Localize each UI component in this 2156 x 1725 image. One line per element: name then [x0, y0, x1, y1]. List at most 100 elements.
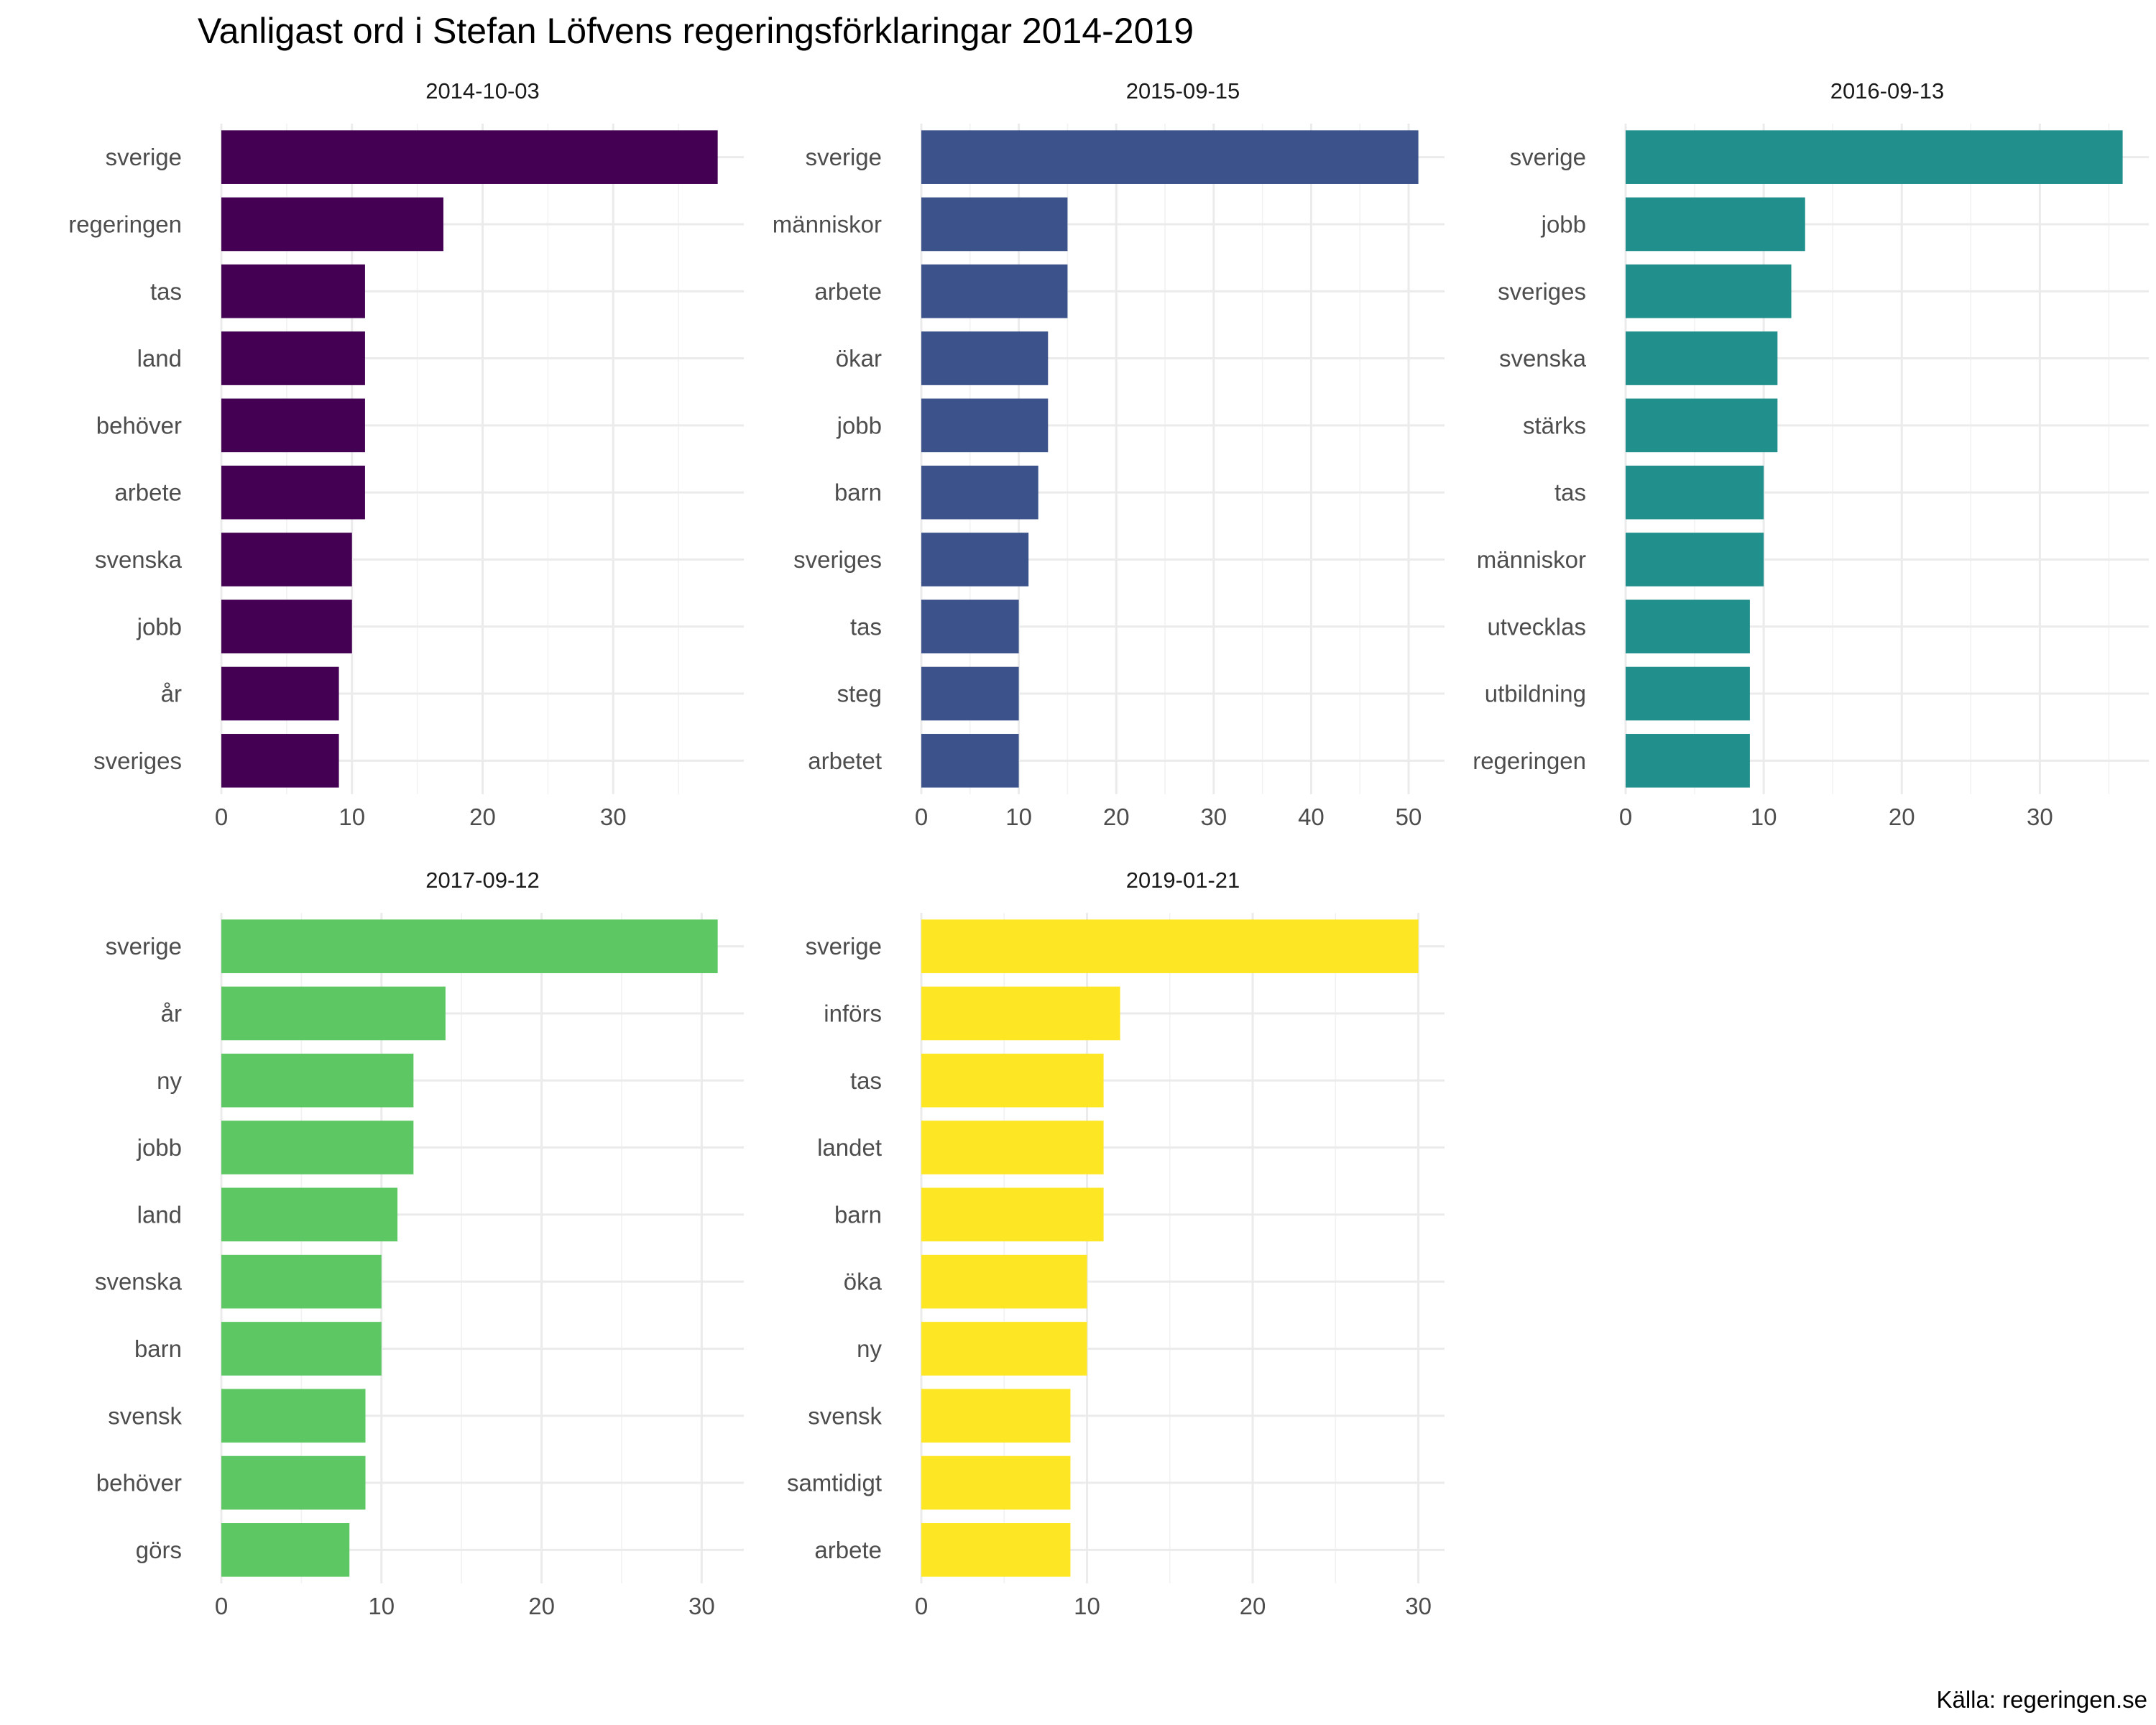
bar-barn	[921, 1187, 1104, 1242]
category-label: öka	[844, 1269, 883, 1295]
x-tick-label: 0	[1619, 804, 1632, 830]
category-label: människor	[773, 211, 882, 237]
chart-caption: Källa: regeringen.se	[1936, 1686, 2147, 1713]
x-tick-label: 10	[338, 804, 365, 830]
category-label: barn	[134, 1335, 182, 1362]
category-label: tas	[1554, 479, 1586, 506]
category-label: görs	[136, 1537, 182, 1563]
bar-jobb	[1626, 197, 1805, 252]
x-tick-label: 20	[1889, 804, 1915, 830]
facet-title: 2017-09-12	[425, 868, 540, 893]
x-tick-label: 40	[1298, 804, 1325, 830]
category-label: svenska	[1499, 345, 1587, 372]
bar-tas	[221, 264, 365, 318]
bar-sverige	[221, 919, 718, 973]
bar-svensk	[921, 1389, 1071, 1443]
category-label: stärks	[1523, 412, 1586, 438]
bar-sverige	[921, 919, 1419, 973]
bar-jobb	[221, 599, 352, 654]
x-tick-label: 10	[1074, 1593, 1100, 1619]
category-label: ökar	[836, 345, 882, 372]
bar-människor	[1626, 533, 1764, 586]
category-label: tas	[850, 1067, 882, 1094]
bar-regeringen	[221, 197, 443, 252]
chart-title: Vanligast ord i Stefan Löfvens regerings…	[198, 11, 1194, 51]
x-tick-label: 20	[469, 804, 496, 830]
x-tick-label: 50	[1396, 804, 1422, 830]
x-tick-label: 10	[1751, 804, 1777, 830]
x-tick-label: 20	[1240, 1593, 1266, 1619]
facet-panel-2016-09-13: sverige jobb sveriges svenska stärks tas männi…	[1473, 78, 2149, 830]
facet-title: 2015-09-15	[1126, 78, 1240, 104]
bar-sveriges	[921, 533, 1029, 586]
category-label: utbildning	[1485, 681, 1586, 707]
bar-arbete	[921, 264, 1068, 318]
bar-regeringen	[1626, 734, 1750, 788]
facet-panel-2014-10-03: sverige regeringen tas land behöver arbete sve…	[68, 78, 744, 830]
bar-ny	[921, 1322, 1087, 1376]
bar-människor	[921, 197, 1068, 252]
facet-panel-2019-01-21: sverige införs tas landet barn öka ny svensk sam…	[787, 868, 1445, 1619]
bar-arbete	[221, 465, 365, 520]
bar-stärks	[1626, 398, 1778, 453]
bar-behöver	[221, 1455, 366, 1510]
x-tick-label: 30	[2027, 804, 2053, 830]
bar-landet	[921, 1121, 1104, 1174]
bar-utbildning	[1626, 666, 1750, 721]
facet-title: 2019-01-21	[1126, 868, 1240, 893]
bar-barn	[921, 465, 1038, 520]
category-label: land	[137, 345, 182, 372]
category-label: svenska	[95, 1269, 183, 1295]
x-tick-label: 0	[915, 804, 928, 830]
category-label: införs	[824, 1000, 882, 1026]
bar-jobb	[921, 398, 1049, 453]
category-label: behöver	[96, 1470, 182, 1496]
bar-tas	[921, 1053, 1104, 1108]
bar-år	[221, 986, 446, 1041]
bar-ny	[221, 1053, 414, 1108]
bar-steg	[921, 666, 1019, 721]
category-label: svenska	[95, 546, 183, 573]
category-label: land	[137, 1201, 182, 1228]
bar-samtidigt	[921, 1455, 1071, 1510]
category-label: sverige	[806, 144, 882, 170]
bar-behöver	[221, 398, 365, 453]
category-label: steg	[837, 681, 882, 707]
category-label: tas	[150, 278, 182, 305]
category-label: utvecklas	[1487, 613, 1586, 640]
bar-land	[221, 1187, 398, 1242]
category-label: tas	[850, 613, 882, 640]
category-label: jobb	[137, 1134, 182, 1161]
bar-sverige	[921, 130, 1419, 184]
category-label: jobb	[137, 613, 182, 640]
category-label: arbete	[814, 1537, 882, 1563]
category-label: barn	[834, 1201, 882, 1228]
facet-panel-2017-09-12: sverige år ny jobb land svenska barn svensk behö…	[95, 868, 744, 1619]
category-label: regeringen	[1473, 748, 1586, 774]
bar-sveriges	[221, 734, 339, 788]
category-label: sverige	[806, 933, 882, 960]
category-label: regeringen	[68, 211, 182, 237]
category-label: arbetet	[808, 748, 882, 774]
bar-land	[221, 331, 365, 385]
category-label: jobb	[837, 412, 882, 438]
bar-ökar	[921, 331, 1049, 385]
x-tick-label: 0	[915, 1593, 928, 1619]
bar-görs	[221, 1523, 350, 1577]
facet-title: 2014-10-03	[425, 78, 540, 104]
category-label: samtidigt	[787, 1470, 882, 1496]
category-label: människor	[1477, 546, 1586, 573]
bar-tas	[1626, 465, 1764, 520]
category-label: sverige	[106, 144, 182, 170]
category-label: jobb	[1541, 211, 1586, 237]
x-tick-label: 30	[1405, 1593, 1432, 1619]
facet-title: 2016-09-13	[1830, 78, 1945, 104]
bar-tas	[921, 599, 1019, 654]
x-tick-label: 20	[528, 1593, 555, 1619]
bar-arbete	[921, 1523, 1071, 1577]
category-label: år	[161, 681, 182, 707]
x-tick-label: 10	[368, 1593, 395, 1619]
bar-svenska	[1626, 331, 1778, 385]
bar-sverige	[221, 130, 718, 184]
x-tick-label: 30	[688, 1593, 715, 1619]
